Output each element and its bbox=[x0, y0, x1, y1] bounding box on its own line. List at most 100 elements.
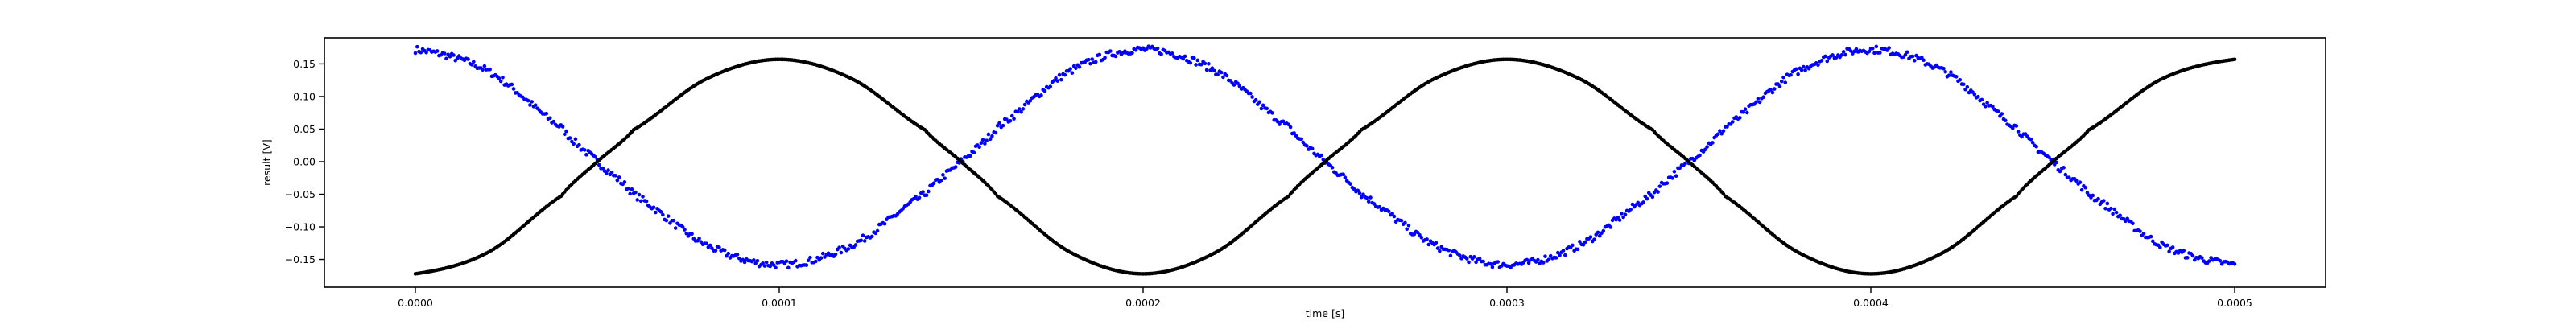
x-tick-label: 0.0004 bbox=[1853, 297, 1889, 309]
data-point bbox=[560, 125, 565, 129]
data-point bbox=[1021, 107, 1026, 111]
series-layer bbox=[413, 44, 2237, 276]
data-point bbox=[1057, 72, 1062, 77]
data-point bbox=[637, 192, 642, 197]
data-point bbox=[804, 263, 809, 267]
data-point bbox=[626, 187, 630, 191]
data-point bbox=[988, 137, 993, 142]
data-point bbox=[1018, 107, 1022, 111]
data-point bbox=[2014, 124, 2019, 128]
data-point bbox=[606, 168, 610, 172]
data-point bbox=[1457, 253, 1462, 257]
y-tick-label: 0.05 bbox=[293, 123, 316, 135]
data-point bbox=[1488, 261, 1492, 266]
data-point bbox=[1698, 153, 1702, 158]
data-point bbox=[1490, 265, 1495, 269]
y-axis-ticks: −0.15 −0.10 −0.05 0.00 0.05 0.10 0.15 bbox=[285, 58, 324, 265]
data-point bbox=[815, 255, 819, 260]
data-point bbox=[593, 154, 598, 159]
data-point bbox=[1769, 88, 1773, 92]
data-point bbox=[1641, 200, 1645, 204]
data-point bbox=[613, 174, 617, 178]
data-point bbox=[2101, 199, 2106, 203]
data-point bbox=[2138, 229, 2142, 233]
data-point bbox=[977, 145, 981, 150]
data-point bbox=[774, 265, 778, 270]
data-point bbox=[551, 119, 556, 124]
data-point bbox=[1754, 100, 1758, 105]
data-point bbox=[671, 218, 676, 223]
data-point bbox=[1825, 59, 1830, 64]
data-point bbox=[1001, 123, 1005, 128]
data-point bbox=[497, 76, 502, 80]
data-point bbox=[1286, 122, 1291, 127]
data-point bbox=[1357, 191, 1362, 195]
data-point bbox=[762, 264, 767, 268]
data-point bbox=[1976, 94, 1980, 99]
data-point bbox=[526, 98, 530, 103]
data-point bbox=[862, 239, 867, 243]
data-point bbox=[726, 251, 731, 256]
data-point bbox=[1878, 51, 1882, 55]
data-point bbox=[1008, 119, 1013, 123]
data-point bbox=[1979, 97, 1984, 102]
data-point bbox=[1419, 235, 1424, 240]
data-point bbox=[735, 253, 740, 257]
data-point bbox=[1390, 212, 1394, 216]
data-point bbox=[488, 67, 492, 72]
data-point bbox=[469, 63, 474, 67]
data-point bbox=[1212, 68, 1216, 73]
data-point bbox=[1048, 84, 1053, 88]
data-point bbox=[1725, 125, 1729, 129]
data-point bbox=[2079, 187, 2084, 192]
data-point bbox=[722, 248, 727, 253]
x-tick-label: 0.0005 bbox=[2217, 297, 2252, 309]
data-point bbox=[630, 187, 634, 191]
data-point bbox=[664, 218, 669, 223]
y-tick-label: −0.05 bbox=[285, 188, 316, 200]
data-point bbox=[1236, 81, 1240, 85]
data-point bbox=[708, 243, 712, 248]
data-point bbox=[1756, 97, 1761, 101]
data-point bbox=[1737, 116, 1742, 120]
data-point bbox=[568, 136, 572, 140]
data-point bbox=[869, 234, 874, 239]
data-point bbox=[1616, 216, 1620, 220]
data-point bbox=[1288, 125, 1293, 130]
data-point bbox=[510, 82, 514, 87]
data-point bbox=[752, 258, 756, 262]
data-point bbox=[1103, 56, 1107, 60]
data-point bbox=[2232, 261, 2237, 266]
data-point bbox=[1405, 227, 1409, 232]
data-point bbox=[1412, 232, 1417, 237]
data-point bbox=[875, 228, 880, 233]
data-point bbox=[1943, 69, 1947, 74]
data-point bbox=[2111, 212, 2115, 216]
data-point bbox=[584, 153, 588, 157]
data-point bbox=[1772, 87, 1777, 91]
data-point bbox=[717, 245, 721, 249]
data-point bbox=[690, 232, 694, 237]
data-point bbox=[1719, 131, 1724, 136]
data-point bbox=[979, 141, 984, 145]
data-point bbox=[1961, 82, 1966, 87]
data-point bbox=[1558, 253, 1562, 257]
data-point bbox=[2083, 185, 2087, 190]
data-point bbox=[2131, 221, 2135, 226]
data-point bbox=[861, 233, 865, 238]
data-point bbox=[1672, 170, 1677, 174]
data-point bbox=[786, 265, 791, 270]
data-point bbox=[1571, 243, 1575, 248]
data-point bbox=[819, 256, 824, 261]
data-point bbox=[1657, 184, 1662, 188]
data-point bbox=[1281, 119, 1286, 124]
data-point bbox=[1575, 247, 1580, 252]
data-point bbox=[983, 142, 987, 146]
data-point bbox=[1546, 257, 1551, 261]
data-point bbox=[1224, 73, 1229, 78]
data-point bbox=[1237, 84, 1242, 88]
data-point bbox=[1741, 110, 1746, 114]
data-point bbox=[511, 87, 516, 91]
data-point bbox=[1910, 54, 1915, 59]
data-point bbox=[697, 237, 701, 241]
